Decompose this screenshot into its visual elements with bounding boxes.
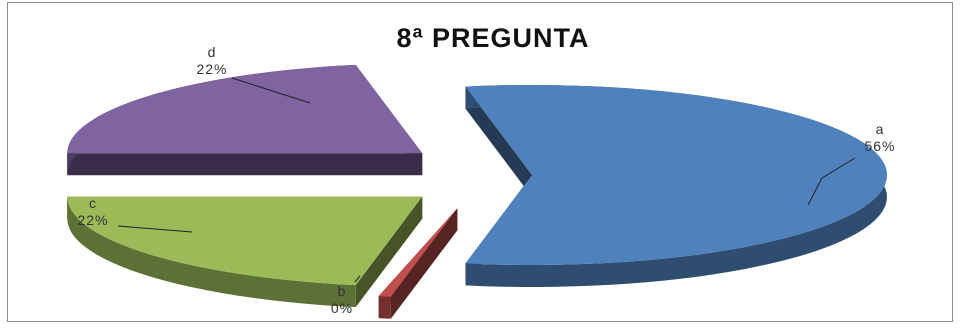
slice-b-top xyxy=(378,208,458,297)
category-label-d: d xyxy=(208,44,217,60)
category-label-b: b xyxy=(338,283,347,299)
label-a: a56% xyxy=(807,121,895,206)
percent-label-b: 0% xyxy=(331,300,353,316)
percent-label-a: 56% xyxy=(864,138,895,154)
percent-label-d: 22% xyxy=(196,61,227,77)
slice-a-top xyxy=(465,85,887,265)
leader-line-b xyxy=(354,275,361,283)
leader-line-a xyxy=(807,157,856,206)
slice-b-wall xyxy=(378,208,458,319)
percent-label-c: 22% xyxy=(77,212,108,228)
slice-a-wall xyxy=(465,86,532,197)
slice-d-wall xyxy=(67,153,423,176)
leader-line-c xyxy=(117,225,193,233)
slice-a xyxy=(465,85,887,287)
slice-c-wall xyxy=(355,196,423,308)
slice-d xyxy=(67,64,423,176)
label-d: d22% xyxy=(196,44,311,104)
category-label-c: c xyxy=(89,195,97,211)
slice-c-rim xyxy=(67,196,356,308)
slice-b xyxy=(378,208,458,319)
label-c: c22% xyxy=(77,195,193,233)
slice-b-rim xyxy=(378,296,391,319)
slice-c xyxy=(67,196,423,308)
slice-d-top xyxy=(67,64,423,154)
chart-title: 8ª PREGUNTA xyxy=(396,23,589,53)
label-b: b0% xyxy=(331,275,361,316)
leader-line-d xyxy=(231,77,311,104)
category-label-a: a xyxy=(876,121,885,137)
slice-c-top xyxy=(67,196,423,286)
